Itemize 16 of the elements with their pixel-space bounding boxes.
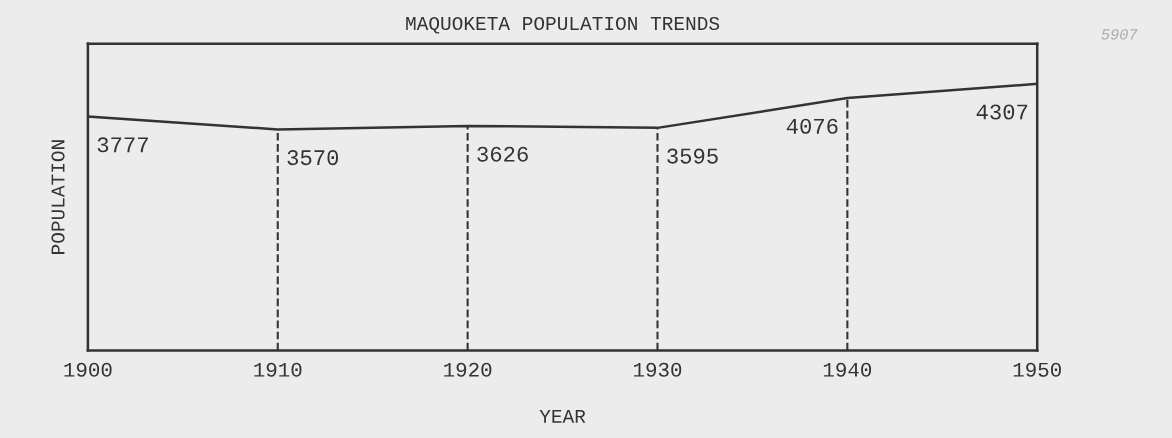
x-tick-label: 1910 bbox=[254, 362, 302, 377]
data-label: 3570 bbox=[287, 150, 339, 166]
x-tick-label: 1920 bbox=[444, 362, 492, 377]
data-label: 4076 bbox=[786, 118, 838, 134]
chart-title: MAQUOKETA POPULATION TRENDS bbox=[406, 16, 720, 34]
data-label: 4307 bbox=[976, 104, 1028, 120]
data-label: 3626 bbox=[477, 146, 528, 162]
data-label: 3777 bbox=[97, 137, 148, 153]
data-label: 3595 bbox=[667, 148, 718, 164]
x-axis-title: YEAR bbox=[539, 409, 586, 423]
x-tick-label: 1930 bbox=[633, 362, 682, 377]
text: 5907 bbox=[1101, 29, 1138, 40]
y-axis-title: POPULATION bbox=[51, 140, 65, 254]
x-tick-label: 1940 bbox=[823, 362, 872, 377]
x-tick-label: 1950 bbox=[1013, 362, 1061, 377]
x-tick-label: 1900 bbox=[64, 362, 112, 377]
